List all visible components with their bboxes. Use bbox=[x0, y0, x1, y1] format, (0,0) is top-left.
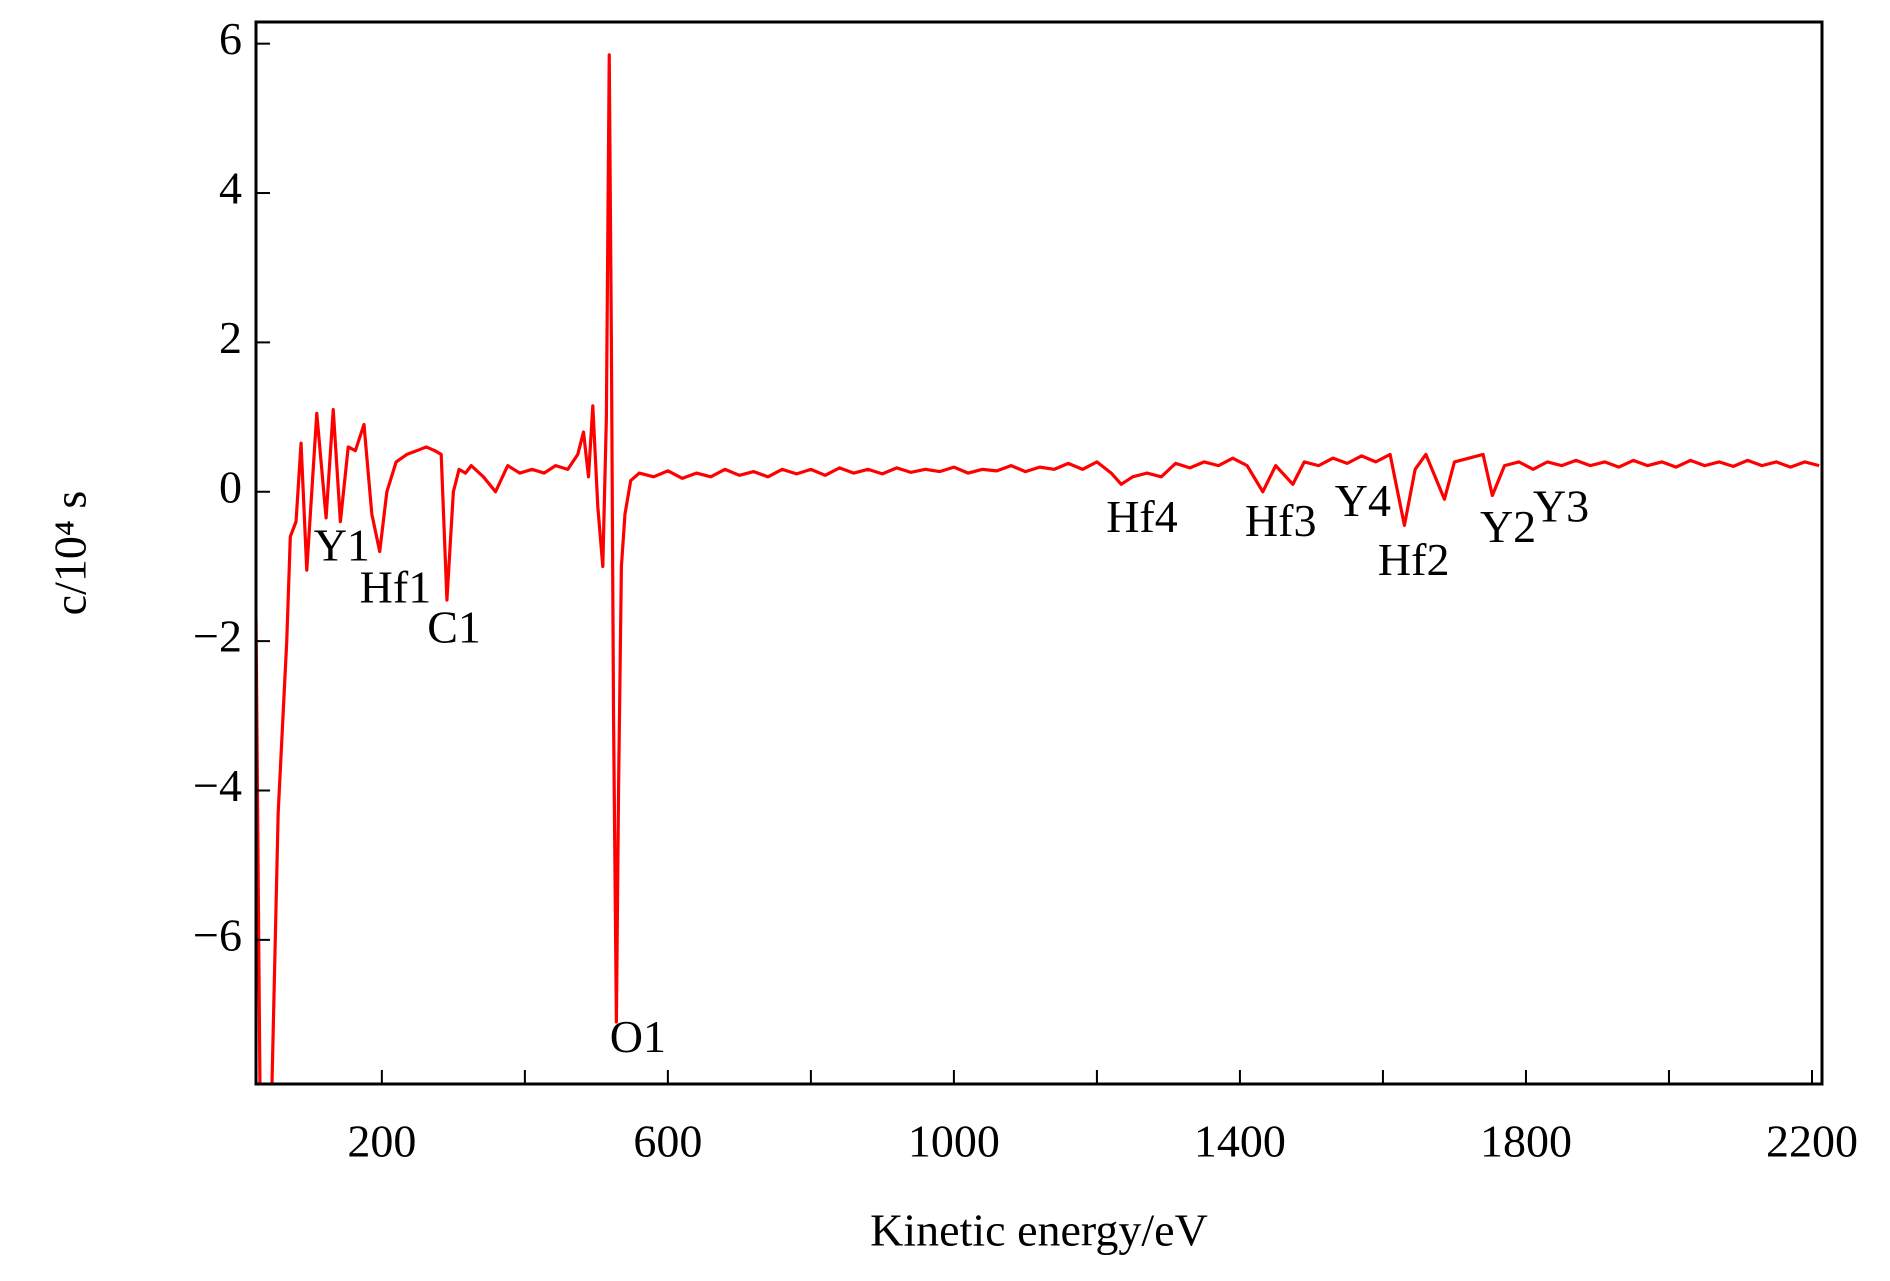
x-tick-label: 2200 bbox=[1766, 1116, 1858, 1167]
peak-annotation: C1 bbox=[427, 602, 481, 653]
data-line bbox=[256, 53, 1820, 1084]
peak-annotation: O1 bbox=[610, 1011, 666, 1062]
x-tick-label: 1400 bbox=[1194, 1116, 1286, 1167]
y-tick-label: −4 bbox=[193, 760, 242, 811]
plot-frame bbox=[254, 20, 1824, 1086]
y-tick-label: 6 bbox=[219, 13, 242, 64]
peak-annotation: Hf3 bbox=[1245, 495, 1317, 546]
peak-annotation: Hf2 bbox=[1378, 534, 1450, 585]
y-tick-label: −6 bbox=[193, 909, 242, 960]
y-tick-label: 2 bbox=[219, 312, 242, 363]
peak-annotation: Hf4 bbox=[1106, 491, 1178, 542]
peak-annotation: Y2 bbox=[1480, 501, 1536, 552]
y-tick-label: −2 bbox=[193, 611, 242, 662]
y-tick-label: 0 bbox=[219, 461, 242, 512]
y-tick-label: 4 bbox=[219, 163, 242, 214]
peak-annotation: Y1 bbox=[314, 520, 370, 571]
x-axis-label: Kinetic energy/eV bbox=[870, 1205, 1208, 1256]
y-axis-label: c/10⁴ s bbox=[45, 491, 96, 616]
peak-annotation: Y3 bbox=[1533, 481, 1589, 532]
peak-annotation: Hf1 bbox=[360, 561, 432, 612]
peak-annotation: Y4 bbox=[1335, 475, 1391, 526]
x-tick-label: 1000 bbox=[908, 1116, 1000, 1167]
x-tick-label: 600 bbox=[633, 1116, 702, 1167]
x-tick-label: 1800 bbox=[1480, 1116, 1572, 1167]
x-tick-label: 200 bbox=[347, 1116, 416, 1167]
